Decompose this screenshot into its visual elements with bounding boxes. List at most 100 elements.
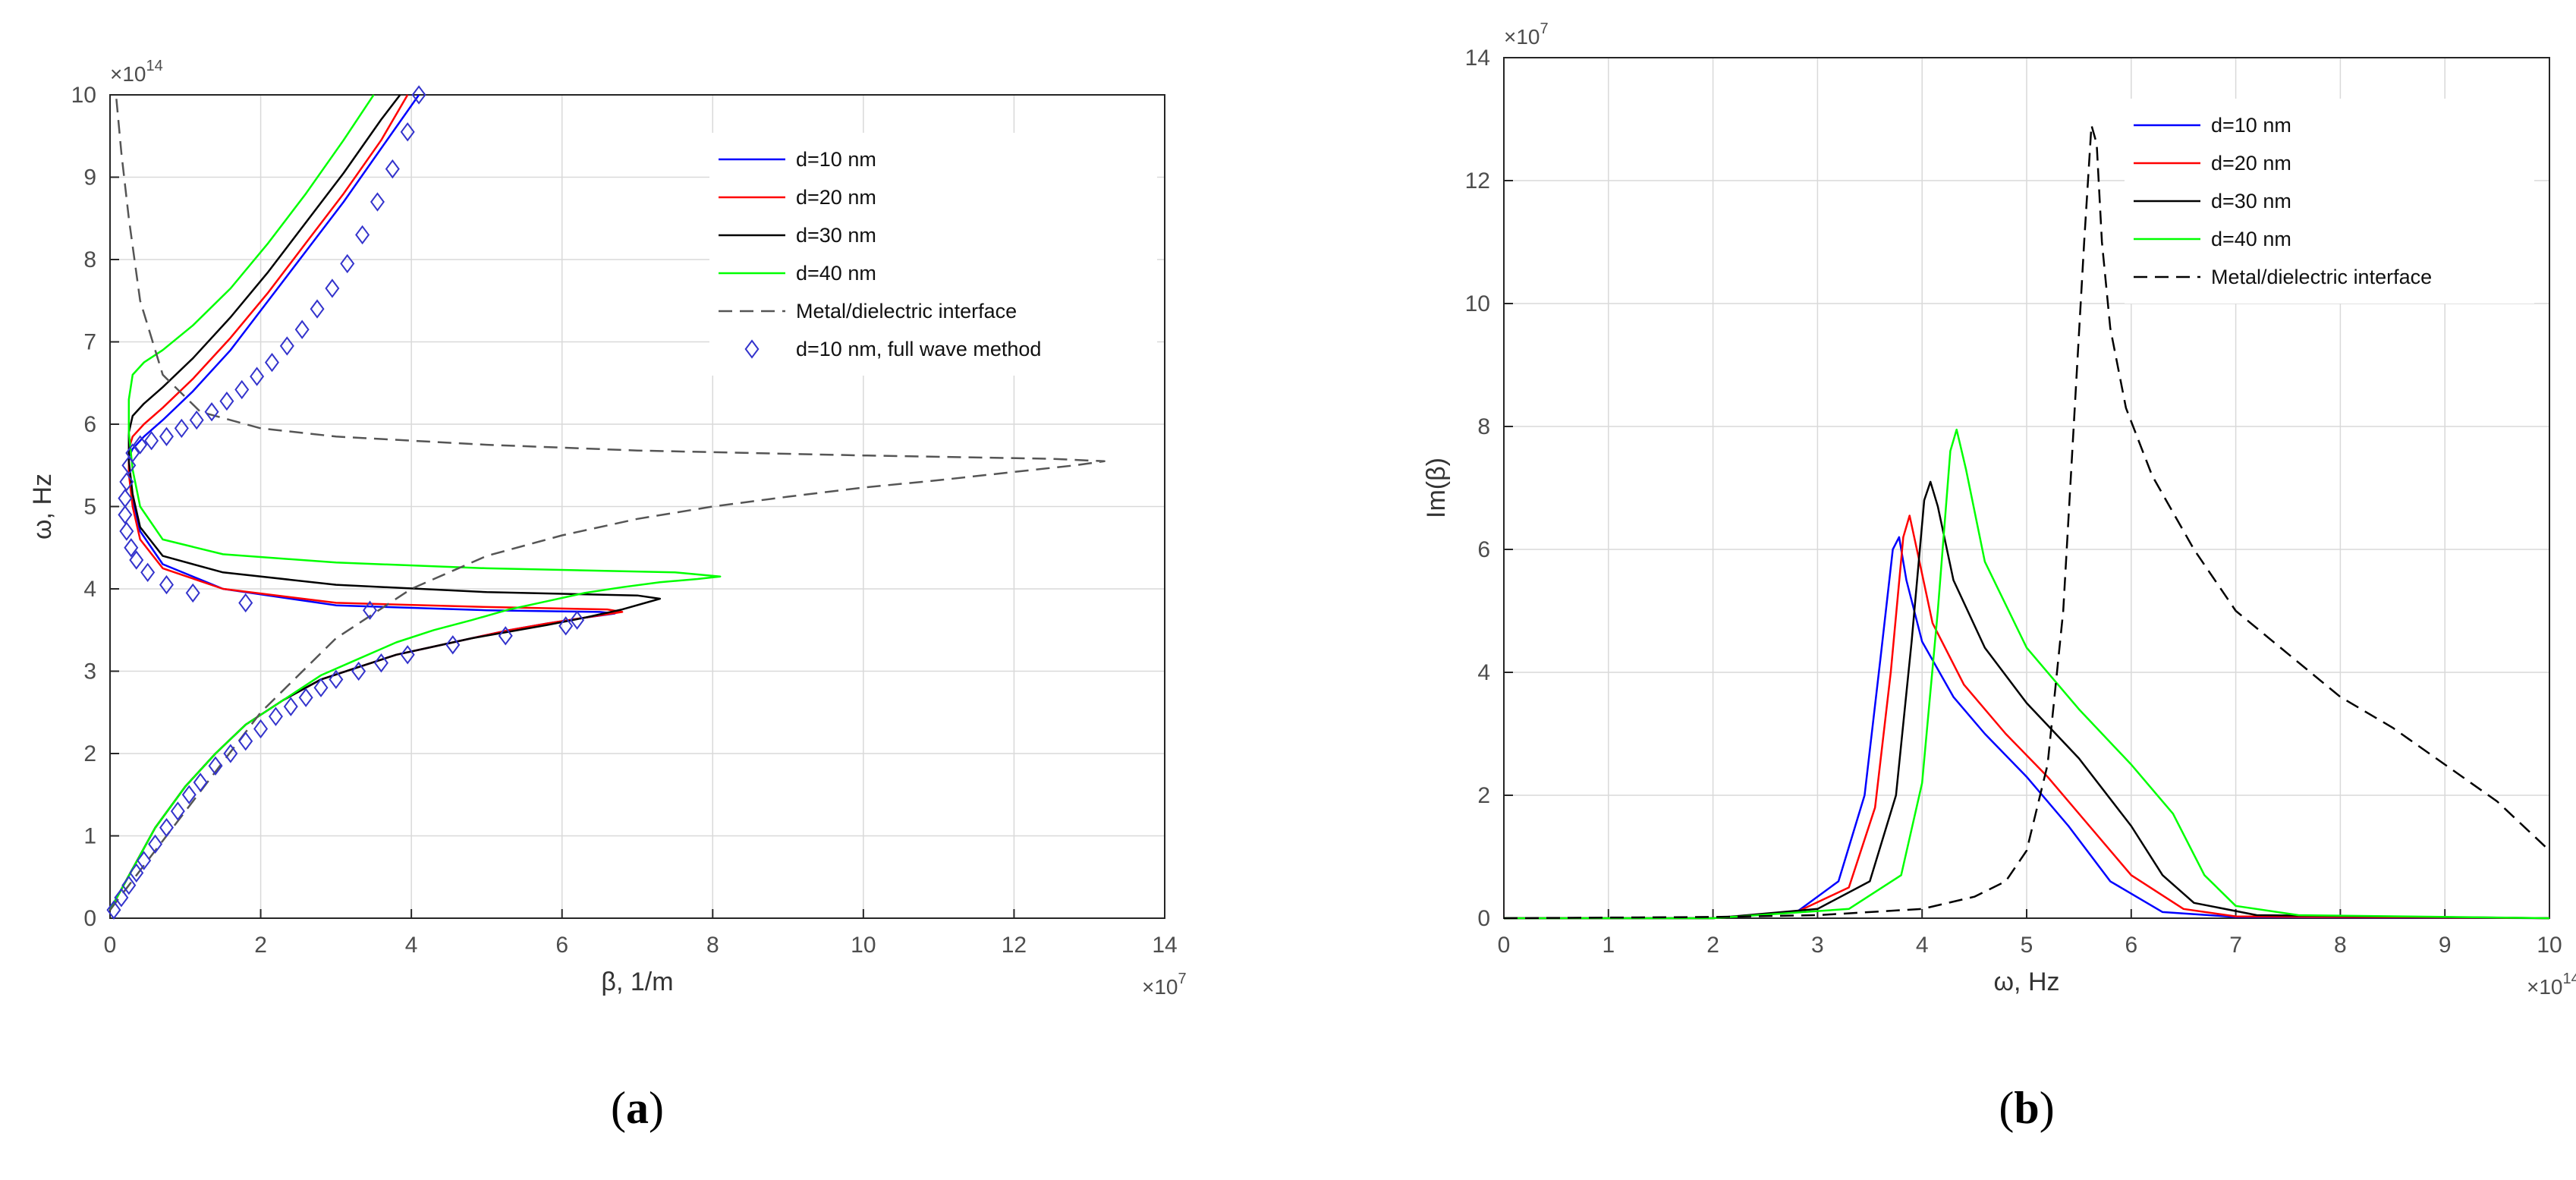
- chart-a-data-point: [159, 426, 174, 446]
- chart-a-legend-box: [709, 133, 1157, 376]
- chart-a-series-4-line: [109, 94, 1106, 911]
- chart-a-x-tick-label: 10: [851, 933, 876, 958]
- chart-b-y-multiplier: ×107: [1504, 20, 1549, 49]
- chart-b-x-tick-label: 10: [2537, 933, 2562, 958]
- chart-a-x-tick-label: 2: [254, 933, 267, 958]
- chart-a-data-point: [148, 834, 163, 854]
- chart-a-y-multiplier-exp: 14: [146, 58, 163, 74]
- chart-b-y-tick-label: 6: [1477, 537, 1490, 562]
- chart-a-data-point: [498, 626, 513, 646]
- chart-a-data-point: [570, 610, 585, 630]
- chart-a-data-point: [170, 801, 185, 821]
- chart-a-data-point: [137, 851, 152, 870]
- chart-a-data-point: [181, 785, 197, 804]
- chart-b-series-3-line: [1504, 428, 2550, 920]
- chart-b-legend: d=10 nm d=20 nm d=30 nm d=40 nm Metal/dielec…: [2125, 99, 2534, 304]
- chart-a-y-tick-label: 8: [83, 247, 96, 272]
- chart-b-series-2-line: [1504, 480, 2550, 920]
- chart-b-y-tick-label: 14: [1465, 46, 1490, 71]
- panel-label-b: (b): [1999, 1083, 2054, 1133]
- chart-a-data-point: [121, 455, 137, 475]
- panel-label-b-close: ): [2040, 1083, 2055, 1133]
- chart-b-y-tick-label: 0: [1477, 906, 1490, 931]
- chart-a-data-point: [185, 583, 200, 603]
- chart-a-y-tick-label: 2: [83, 741, 96, 766]
- chart-a-data-point: [253, 719, 269, 739]
- chart-a-data-point: [298, 688, 313, 707]
- chart-a-data-point: [558, 616, 574, 636]
- chart-a-data-point: [411, 85, 426, 105]
- chart-b-legend-label: d=10 nm: [2211, 114, 2291, 137]
- chart-a-legend-label: d=10 nm, full wave method: [796, 338, 1041, 360]
- chart-a-data-point: [238, 593, 253, 613]
- chart-a-data-point: [264, 352, 279, 373]
- chart-a-y-tick-label: 5: [83, 495, 96, 520]
- chart-b-x-tick-label: 4: [1916, 933, 1929, 958]
- chart-a-data-point: [121, 875, 137, 895]
- chart-a-y-tick-label: 6: [83, 412, 96, 437]
- chart-a-x-tick-label: 6: [555, 933, 568, 958]
- chart-b-y-tick-label: 8: [1477, 414, 1490, 439]
- chart-a-data-point: [355, 225, 370, 245]
- chart-a-data-point: [385, 159, 400, 179]
- chart-a-data-point: [129, 550, 144, 570]
- chart-a-y-multiplier-base: ×10: [110, 62, 146, 86]
- chart-b-x-tick-label: 8: [2334, 933, 2347, 958]
- chart-a-data-point: [351, 661, 366, 681]
- chart-b-y-tick-label: 4: [1477, 660, 1490, 685]
- chart-a-data-point: [204, 402, 219, 422]
- chart-a-plot-frame: [109, 94, 1165, 919]
- panel-label-a-close: ): [649, 1083, 664, 1133]
- chart-b-y-tick-label: 2: [1477, 783, 1490, 808]
- chart-a-data-point: [400, 122, 415, 142]
- chart-a-x-multiplier: ×107: [1142, 971, 1187, 999]
- chart-a-data-point: [310, 299, 325, 319]
- chart-a-data-point: [125, 443, 140, 463]
- chart-a-data-point: [106, 900, 121, 920]
- chart-a-x-multiplier-base: ×10: [1142, 975, 1178, 999]
- chart-a-data-point: [223, 744, 238, 763]
- chart-a-data-point: [313, 678, 329, 697]
- chart-a-x-tick-label: 12: [1002, 933, 1027, 958]
- chart-a-data-point: [329, 669, 344, 690]
- chart-a-legend-swatch: [744, 339, 760, 359]
- chart-b-series-4-line: [1503, 124, 2550, 920]
- chart-a-data-point: [294, 319, 310, 339]
- chart-b-legend-label: d=40 nm: [2211, 228, 2291, 250]
- chart-b-x-tick-label: 7: [2229, 933, 2242, 958]
- chart-b-legend-label: Metal/dielectric interface: [2211, 266, 2432, 288]
- chart-a-data-point: [159, 817, 174, 838]
- chart-a-y-tick-label: 4: [83, 577, 96, 602]
- chart-b-x-multiplier: ×1014: [2527, 971, 2576, 999]
- chart-a-data-point: [119, 472, 134, 492]
- chart-a-x-axis-label: β, 1/m: [601, 968, 673, 996]
- chart-a-legend-label: d=30 nm: [796, 224, 876, 247]
- chart-a-y-tick-label: 10: [71, 83, 96, 108]
- chart-b-x-tick-label: 6: [2125, 933, 2137, 958]
- chart-a-series-5-markers: [106, 85, 585, 920]
- chart-b-x-tick-label: 5: [2021, 933, 2033, 958]
- chart-a-data-point: [124, 538, 139, 558]
- chart-a-data-point: [400, 645, 415, 665]
- chart-a-x-multiplier-exp: 7: [1178, 971, 1187, 987]
- chart-b-series-1-line: [1504, 514, 2550, 920]
- chart-a-data-point: [234, 379, 250, 400]
- chart-a-x-tick-label: 0: [104, 933, 117, 958]
- panel-label-a-open: (: [611, 1083, 626, 1133]
- chart-b-x-multiplier-base: ×10: [2527, 975, 2563, 999]
- panel-label-b-letter: b: [2014, 1083, 2039, 1133]
- chart-a-y-tick-label: 3: [83, 659, 96, 684]
- chart-b-x-tick-label: 9: [2439, 933, 2452, 958]
- chart-b-x-tick-label: 2: [1706, 933, 1719, 958]
- chart-b-x-tick-label: 1: [1602, 933, 1615, 958]
- chart-a-data-point: [363, 600, 378, 620]
- chart-a-data-point: [219, 391, 234, 411]
- chart-a-data-point: [140, 562, 156, 582]
- chart-a-data-point: [174, 418, 189, 439]
- chart-b-y-tick-label: 12: [1465, 168, 1490, 194]
- chart-a-series-group: [106, 85, 1106, 920]
- chart-a-data-point: [370, 192, 385, 212]
